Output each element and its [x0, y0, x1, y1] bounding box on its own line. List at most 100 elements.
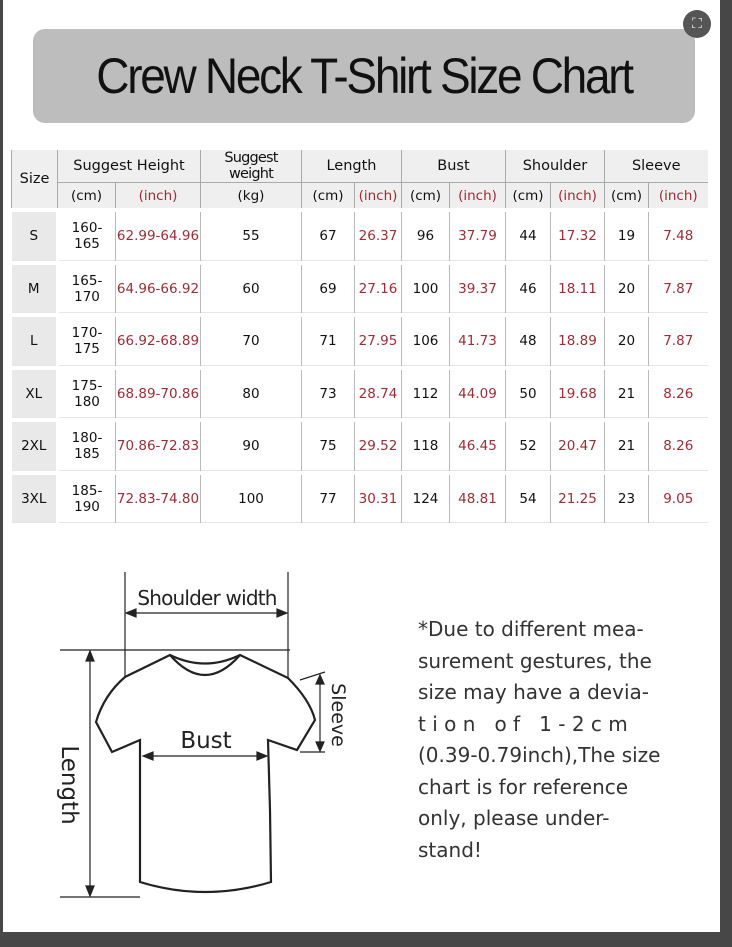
size-cell: 2XL — [11, 418, 59, 473]
table-row: 3XL 185-190 72.83-74.80 100 77 30.31 124 48.81 5… — [11, 470, 708, 523]
table-cell: 112 — [401, 365, 450, 420]
unit-header: (cm) — [505, 182, 551, 210]
table-cell: 60 — [200, 260, 302, 315]
table-cell: 48 — [505, 313, 551, 368]
table-cell: 52 — [505, 418, 551, 473]
table-cell: 100 — [200, 470, 302, 523]
title-banner: Crew Neck T-Shirt Size Chart — [33, 29, 695, 123]
table-cell: 77 — [301, 470, 355, 523]
table-cell: 20 — [604, 260, 649, 315]
table-cell: 90 — [200, 418, 302, 473]
header-sleeve: Sleeve — [604, 150, 708, 183]
table-cell: 54 — [505, 470, 551, 523]
table-cell: 170-175 — [57, 313, 116, 368]
unit-header: (inch) — [354, 182, 402, 210]
table-cell: 71 — [301, 313, 355, 368]
measurement-lines — [60, 572, 326, 898]
table-row: XL 175-180 68.89-70.86 80 73 28.74 112 44.09 50 1… — [11, 365, 708, 420]
table-cell: 29.52 — [354, 418, 402, 473]
table-cell: 39.37 — [449, 260, 506, 315]
table-cell: 62.99-64.96 — [115, 208, 201, 263]
table-cell: 160-165 — [57, 208, 116, 263]
length-label: Length — [56, 745, 82, 824]
page-title: Crew Neck T-Shirt Size Chart — [96, 48, 634, 104]
table-cell: 66.92-68.89 — [115, 313, 201, 368]
expand-icon[interactable]: ⛶ — [683, 10, 711, 38]
header-size: Size — [11, 150, 58, 211]
table-cell: 46.45 — [449, 418, 506, 473]
note-line: chart is for reference — [418, 774, 629, 799]
table-cell: 21.25 — [550, 470, 605, 523]
table-cell: 72.83-74.80 — [115, 470, 201, 523]
table-cell: 44 — [505, 208, 551, 263]
table-cell: 7.87 — [648, 260, 708, 315]
table-cell: 124 — [401, 470, 450, 523]
table-cell: 180-185 — [57, 418, 116, 473]
header-bust: Bust — [401, 150, 506, 183]
unit-header: (inch) — [449, 182, 506, 210]
table-cell: 185-190 — [57, 470, 116, 523]
table-cell: 37.79 — [449, 208, 506, 263]
table-cell: 48.81 — [449, 470, 506, 523]
note-line: surement gestures, the — [418, 648, 652, 673]
note-line: *Due to different mea- — [418, 617, 644, 641]
table-cell: 41.73 — [449, 313, 506, 368]
note-line: stand! — [418, 837, 482, 862]
unit-header: (inch) — [115, 182, 201, 210]
table-cell: 19.68 — [550, 365, 605, 420]
size-cell: XL — [11, 365, 59, 420]
table-row: 2XL 180-185 70.86-72.83 90 75 29.52 118 46.45 52… — [11, 418, 708, 473]
table-cell: 21 — [604, 418, 649, 473]
table-cell: 67 — [301, 208, 355, 263]
table-header-row: Size Suggest Height Suggest weight Lengt… — [11, 150, 708, 211]
table-cell: 44.09 — [449, 365, 506, 420]
table-cell: 23 — [604, 470, 649, 523]
table-cell: 20.47 — [550, 418, 605, 473]
table-cell: 30.31 — [354, 470, 402, 523]
table-cell: 100 — [401, 260, 450, 315]
size-cell: 3XL — [11, 470, 59, 523]
table-cell: 96 — [401, 208, 450, 263]
size-cell: L — [11, 313, 59, 368]
table-cell: 7.87 — [648, 313, 708, 368]
table-cell: 73 — [301, 365, 355, 420]
table-cell: 27.95 — [354, 313, 402, 368]
table-cell: 64.96-66.92 — [115, 260, 201, 315]
shoulder-width-label: Shoulder width — [137, 586, 276, 610]
table-cell: 70 — [200, 313, 302, 368]
table-cell: 17.32 — [550, 208, 605, 263]
header-shoulder: Shoulder — [505, 150, 605, 183]
table-cell: 7.48 — [648, 208, 708, 263]
unit-header: (cm) — [301, 182, 355, 210]
header-length: Length — [301, 150, 402, 183]
table-cell: 19 — [604, 208, 649, 263]
note-line: size may have a devia- — [418, 680, 649, 704]
table-row: M 165-170 64.96-66.92 60 69 27.16 100 39.37 46 18… — [11, 260, 708, 315]
size-disclaimer: *Due to different mea-surement gestures,… — [418, 614, 660, 866]
table-cell: 175-180 — [57, 365, 116, 420]
table-cell: 21 — [604, 365, 649, 420]
table-cell: 69 — [301, 260, 355, 315]
unit-header: (inch) — [550, 182, 605, 210]
table-cell: 46 — [505, 260, 551, 315]
note-line: (0.39-0.79inch),The size — [418, 743, 661, 767]
table-cell: 55 — [200, 208, 302, 263]
table-cell: 50 — [505, 365, 551, 420]
table-cell: 20 — [604, 313, 649, 368]
table-cell: 9.05 — [648, 470, 708, 523]
unit-header: (inch) — [648, 182, 708, 210]
table-row: S 160-165 62.99-64.96 55 67 26.37 96 37.79 44 17.… — [11, 208, 708, 263]
unit-header: (cm) — [604, 182, 649, 210]
note-line: only, please under- — [418, 806, 610, 830]
note-line: t i o n o f 1 - 2 c m — [418, 711, 628, 736]
header-height: Suggest Height — [57, 150, 201, 183]
bust-label: Bust — [180, 728, 231, 754]
table-cell: 8.26 — [648, 365, 708, 420]
table-cell: 106 — [401, 313, 450, 368]
table-cell: 8.26 — [648, 418, 708, 473]
table-cell: 18.89 — [550, 313, 605, 368]
table-cell: 27.16 — [354, 260, 402, 315]
table-unit-row: (cm) (inch) (kg) (cm) (inch) (cm) (inch) (cm) (i… — [12, 182, 708, 210]
table-cell: 165-170 — [57, 260, 116, 315]
table-cell: 75 — [301, 418, 355, 473]
